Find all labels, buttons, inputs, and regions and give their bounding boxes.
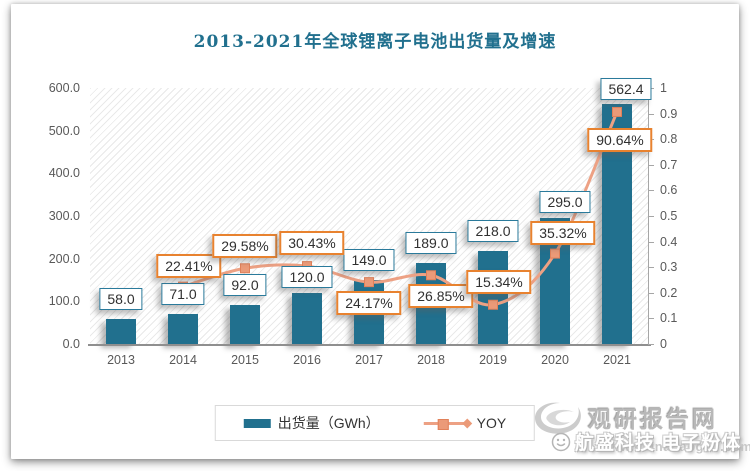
legend-item-yoy: YOY bbox=[423, 415, 507, 431]
right-axis-tick-label: 0.7 bbox=[660, 157, 678, 172]
x-axis-line bbox=[88, 344, 651, 346]
left-axis-tick-label: 400.0 bbox=[48, 166, 80, 181]
value-label-2017: 149.0 bbox=[343, 249, 395, 272]
x-axis-label-2016: 2016 bbox=[293, 353, 321, 367]
bar-series-swatch-icon bbox=[243, 418, 271, 428]
bar-2013 bbox=[106, 319, 136, 344]
x-axis-label-2015: 2015 bbox=[231, 353, 259, 367]
value-label-2021: 562.4 bbox=[600, 78, 652, 101]
value-label-2013: 58.0 bbox=[99, 288, 143, 311]
yoy-label-2017: 24.17% bbox=[336, 291, 402, 316]
yoy-label-2021: 90.64% bbox=[587, 127, 653, 152]
right-axis-tick-label: 0.6 bbox=[660, 183, 678, 198]
right-axis-tick-label: 0.2 bbox=[660, 285, 678, 300]
right-axis-tick-label: 0.9 bbox=[660, 106, 678, 121]
x-axis-label-2020: 2020 bbox=[541, 353, 569, 367]
right-axis-tick bbox=[649, 216, 654, 217]
yoy-label-2015: 29.58% bbox=[212, 234, 278, 259]
bar-2019 bbox=[478, 250, 508, 344]
bar-2015 bbox=[230, 304, 260, 344]
left-axis-tick-label: 200.0 bbox=[48, 251, 80, 266]
right-axis-tick bbox=[649, 241, 654, 243]
x-axis-label-2014: 2014 bbox=[169, 353, 197, 367]
left-axis-tick-label: 300.0 bbox=[48, 209, 80, 223]
right-axis-tick bbox=[649, 292, 654, 294]
x-axis-label-2021: 2021 bbox=[603, 353, 631, 367]
bar-2016 bbox=[292, 292, 322, 344]
value-label-2015: 92.0 bbox=[223, 273, 267, 296]
right-axis-tick bbox=[649, 344, 654, 345]
left-axis-tick-label: 500.0 bbox=[48, 123, 80, 138]
right-axis-tick bbox=[649, 190, 654, 192]
yoy-label-2019: 15.34% bbox=[466, 269, 532, 294]
left-axis-tick-label: 0.0 bbox=[62, 337, 80, 351]
legend-item-shipments: 出货量（GWh） bbox=[243, 413, 380, 433]
value-label-2014: 71.0 bbox=[161, 282, 205, 305]
value-label-2018: 189.0 bbox=[405, 232, 457, 255]
right-axis-tick bbox=[649, 267, 654, 269]
yoy-label-2016: 30.43% bbox=[279, 231, 345, 256]
yoy-label-2018: 26.85% bbox=[408, 284, 474, 309]
legend: 出货量（GWh） YOY bbox=[214, 405, 536, 441]
x-axis-label-2017: 2017 bbox=[355, 353, 383, 367]
right-axis-tick-label: 1 bbox=[660, 81, 667, 95]
bar-2014 bbox=[168, 313, 198, 344]
right-axis-line bbox=[648, 88, 649, 345]
legend-label-yoy: YOY bbox=[476, 415, 507, 431]
value-label-2019: 218.0 bbox=[467, 219, 519, 242]
right-axis-tick-label: 0.1 bbox=[660, 311, 678, 326]
left-axis-tick-label: 600.0 bbox=[48, 81, 80, 95]
x-axis-label-2013: 2013 bbox=[107, 353, 135, 367]
right-axis-tick-label: 0.5 bbox=[660, 209, 678, 223]
yoy-label-2020: 35.32% bbox=[530, 220, 596, 245]
x-axis-label-2019: 2019 bbox=[479, 353, 507, 367]
value-label-2020: 295.0 bbox=[539, 191, 591, 214]
line-series-swatch-icon bbox=[423, 417, 473, 430]
value-label-2016: 120.0 bbox=[281, 265, 333, 288]
right-axis-tick-label: 0.3 bbox=[660, 260, 678, 275]
yoy-label-2014: 22.41% bbox=[156, 253, 222, 278]
right-axis-tick-label: 0.4 bbox=[660, 234, 678, 249]
right-axis-tick bbox=[649, 318, 654, 320]
right-axis-tick bbox=[649, 164, 654, 166]
right-axis-tick-label: 0.8 bbox=[660, 132, 678, 147]
left-axis-tick-label: 100.0 bbox=[48, 294, 80, 309]
right-axis-tick bbox=[649, 113, 654, 115]
chart-title: 2013-2021年全球锂离子电池出货量及增速 bbox=[193, 32, 557, 52]
legend-label-shipments: 出货量（GWh） bbox=[277, 415, 380, 431]
right-axis-tick-label: 0 bbox=[660, 337, 667, 351]
x-axis-label-2018: 2018 bbox=[417, 353, 445, 367]
